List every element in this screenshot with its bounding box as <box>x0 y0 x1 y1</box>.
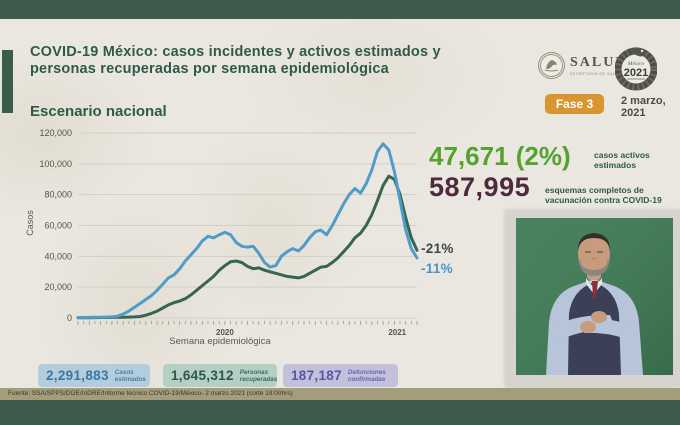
annotation-recuperadas-change: -21% <box>421 241 454 256</box>
svg-text:100,000: 100,000 <box>39 159 72 169</box>
svg-text:60,000: 60,000 <box>44 221 72 231</box>
interpreter-figure <box>516 218 673 375</box>
svg-text:120,000: 120,000 <box>39 128 72 138</box>
salud-logo-text: SALUD <box>570 55 628 70</box>
date-line2: 2021 <box>621 107 646 119</box>
active-cases-value: 47,671 (2%) <box>429 141 571 171</box>
svg-text:2020: 2020 <box>216 328 234 337</box>
scenario-subtitle: Escenario nacional <box>30 103 167 120</box>
svg-text:80,000: 80,000 <box>44 190 72 200</box>
active-cases-label: casos activos estimados <box>594 150 650 170</box>
vaccination-value: 587,995 <box>429 172 531 202</box>
chart-canvas: 0 20,000 40,000 60,000 80,000 100,000 120,000 2… <box>39 128 419 337</box>
emblem-mexico-text: México <box>627 61 644 67</box>
sign-language-interpreter-panel <box>505 210 680 387</box>
svg-text:2021: 2021 <box>388 328 406 337</box>
salud-logo-subtext: SECRETARÍA DE SALUD <box>570 72 622 76</box>
date-line1: 2 marzo, <box>621 95 666 107</box>
salud-logo: SALUD SECRETARÍA DE SALUD <box>538 52 627 79</box>
vaccination-label: esquemas completos de vacunación contra … <box>545 185 662 205</box>
svg-text:0: 0 <box>67 313 72 323</box>
phase-badge: Fase 3 <box>545 94 604 114</box>
total-deaths-badge: 187,187 Defunciones confirmadas <box>283 364 398 387</box>
total-deaths-value: 187,187 <box>291 368 342 383</box>
total-estimated-cases-value: 2,291,883 <box>46 368 109 383</box>
total-recovered-value: 1,645,312 <box>171 368 234 383</box>
slide-title-line1: COVID-19 México: casos incidentes y acti… <box>30 44 441 60</box>
slide-background: COVID-19 México: casos incidentes y acti… <box>0 19 680 400</box>
total-estimated-cases-label: Casos estimados <box>114 368 146 383</box>
total-estimated-cases-badge: 2,291,883 Casos estimados <box>38 364 150 387</box>
active-cases-label-line1: casos activos <box>594 150 650 160</box>
total-recovered-badge: 1,645,312 Personas recuperadas <box>163 364 277 387</box>
svg-text:40,000: 40,000 <box>44 251 72 261</box>
emblem-year-text: 2021 <box>624 67 648 79</box>
slide-title: COVID-19 México: casos incidentes y acti… <box>30 44 441 78</box>
slide-title-line2: personas recuperadas por semana epidemio… <box>30 61 389 77</box>
source-bar: Fuente: SSA/SPPS/DGE/InDRE/Informe técni… <box>0 388 680 400</box>
annotation-incidentes-change: -11% <box>421 261 453 276</box>
active-cases-label-line2: estimados <box>594 159 637 170</box>
sign-language-interpreter-video <box>516 218 673 375</box>
salud-eagle-icon <box>538 52 565 79</box>
vaccination-label-line1: esquemas completos de <box>545 185 644 195</box>
date-label: 2 marzo, 2021 <box>621 95 666 119</box>
y-axis-title: Casos <box>25 210 35 236</box>
total-recovered-label: Personas recuperadas <box>239 368 278 383</box>
total-deaths-label: Defunciones confirmadas <box>347 368 386 383</box>
svg-text:20,000: 20,000 <box>44 282 72 292</box>
x-axis-title: Semana epidemiológica <box>169 336 271 347</box>
vaccination-label-line2: vacunación contra COVID-19 <box>545 194 662 205</box>
emblem-2021: México 2021 <box>615 45 657 91</box>
epidemic-curve-chart: 0 20,000 40,000 60,000 80,000 100,000 120,000 2… <box>20 122 420 357</box>
title-accent-bar <box>2 50 13 113</box>
